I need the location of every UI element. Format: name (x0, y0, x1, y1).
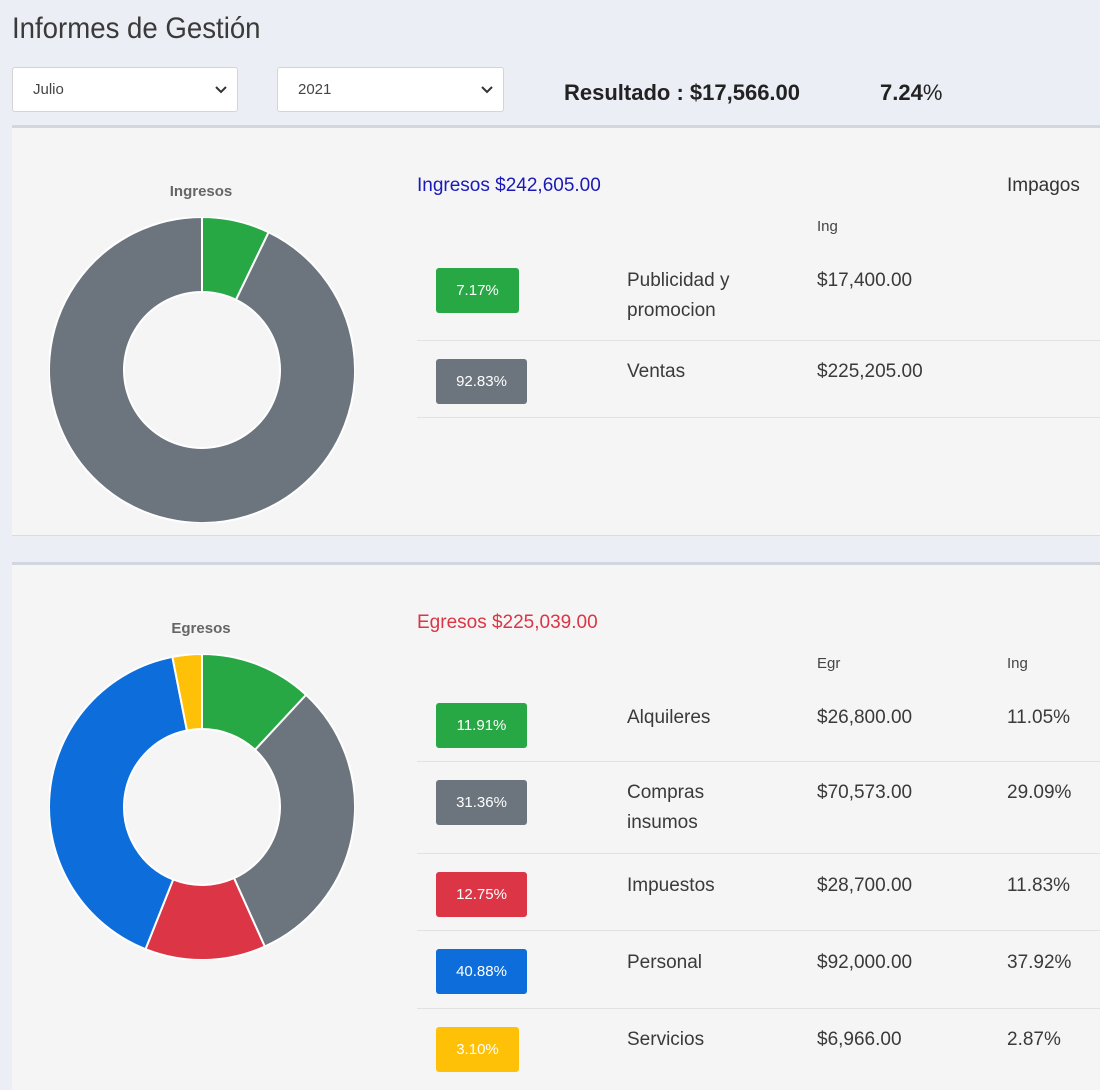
ingresos-heading: Ingresos $242,605.00 (417, 175, 601, 196)
amount-value: $26,800.00 (817, 707, 913, 728)
percentage-badge: 12.75% (436, 872, 527, 917)
amount-value: $225,205.00 (817, 361, 923, 382)
resultado-percentage: 7.24% (880, 80, 942, 106)
table-row: 11.91% Alquileres $26,800.00 11.05% (417, 685, 1100, 762)
category-label: Publicidad y promocion (627, 270, 730, 321)
percentage-badge: 92.83% (436, 359, 527, 404)
ingresos-panel: Ingresos Ingresos $242,605.00 Impagos In… (12, 125, 1100, 536)
page-title: Informes de Gestión (12, 12, 261, 45)
percentage-badge: 11.91% (436, 703, 527, 748)
percentage-value: 2.87% (1007, 1029, 1061, 1050)
month-select[interactable]: Julio (12, 67, 238, 112)
percentage-value: 11.83% (1007, 875, 1071, 896)
table-row: 31.36% Compras insumos $70,573.00 29.09% (417, 762, 1100, 854)
egresos-donut-chart (49, 654, 355, 960)
percentage-badge: 40.88% (436, 949, 527, 994)
year-select-value: 2021 (298, 81, 332, 98)
egresos-col-egr: Egr (817, 655, 841, 672)
donut-slice-servicios (171, 654, 203, 732)
donut-slice-compras-insumos (232, 693, 355, 948)
category-label: Compras insumos (627, 782, 705, 833)
egresos-panel: Egresos Egresos $225,039.00 Egr Ing 11.9… (12, 562, 1100, 1090)
egresos-col-ing: Ing (1007, 655, 1028, 672)
ingresos-donut-chart (49, 217, 355, 523)
amount-value: $17,400.00 (817, 270, 913, 291)
egresos-heading: Egresos $225,039.00 (417, 612, 598, 633)
table-row: 3.10% Servicios $6,966.00 2.87% (417, 1009, 1100, 1090)
percentage-badge: 31.36% (436, 780, 527, 825)
table-row: 92.83% Ventas $225,205.00 (417, 341, 1100, 418)
amount-value: $6,966.00 (817, 1029, 902, 1050)
category-label: Personal (627, 952, 702, 973)
ingresos-chart-title: Ingresos (169, 183, 233, 200)
ingresos-col-ing: Ing (817, 218, 838, 235)
table-row: 12.75% Impuestos $28,700.00 11.83% (417, 854, 1100, 931)
amount-value: $70,573.00 (817, 782, 913, 803)
percentage-value: 37.92% (1007, 952, 1072, 973)
chevron-down-icon (215, 86, 227, 94)
resultado-summary: Resultado : $17,566.00 (564, 80, 801, 105)
category-label: Impuestos (627, 875, 715, 896)
year-select[interactable]: 2021 (277, 67, 504, 112)
resultado-percentage-value: 7.24 (880, 80, 923, 105)
percentage-value: 29.09% (1007, 782, 1072, 803)
resultado-percentage-symbol: % (922, 80, 943, 105)
category-label: Ventas (627, 361, 686, 382)
category-label: Servicios (627, 1029, 705, 1050)
chevron-down-icon (481, 86, 493, 94)
table-row: 40.88% Personal $92,000.00 37.92% (417, 931, 1100, 1009)
category-label: Alquileres (627, 707, 711, 728)
impagos-label: Impagos (1007, 175, 1080, 196)
percentage-badge: 3.10% (436, 1027, 519, 1072)
month-select-value: Julio (33, 81, 64, 98)
amount-value: $28,700.00 (817, 875, 913, 896)
table-row: 7.17% Publicidad y promocion $17,400.00 (417, 253, 1100, 341)
percentage-badge: 7.17% (436, 268, 519, 313)
amount-value: $92,000.00 (817, 952, 913, 973)
egresos-chart-title: Egresos (171, 620, 231, 637)
donut-slice-personal (49, 655, 189, 951)
percentage-value: 11.05% (1007, 707, 1071, 728)
donut-slice-ventas (49, 217, 355, 523)
